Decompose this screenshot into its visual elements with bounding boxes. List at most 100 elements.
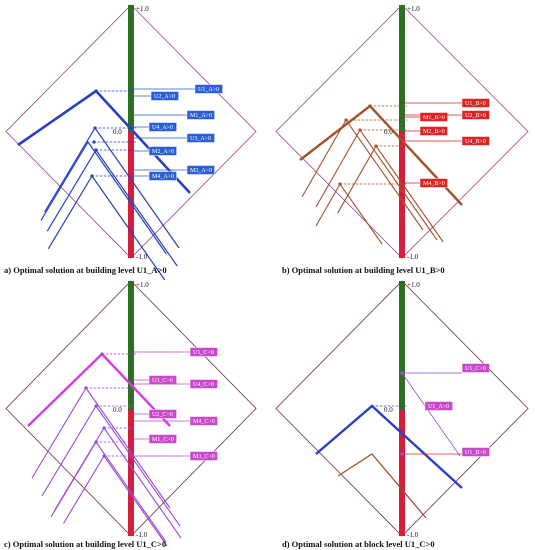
node-dot <box>94 440 98 444</box>
sub-branch <box>337 144 444 243</box>
node-dot <box>94 148 98 152</box>
tag-box <box>419 126 448 136</box>
tag-box <box>189 416 218 426</box>
tag-box <box>189 379 218 389</box>
tag-label: U4_B>0 <box>465 139 486 145</box>
caption-a: a) Optimal solution at building level U1… <box>4 265 167 275</box>
tag-label: M1_B>0 <box>423 115 445 121</box>
tick-mid: 0.0 <box>113 406 122 414</box>
node-dot <box>358 128 362 132</box>
scale-bar-positive <box>399 5 405 132</box>
tag-box <box>186 165 215 175</box>
tag-box <box>148 409 177 419</box>
tick-bottom: -1.0 <box>136 531 148 539</box>
panel-d: +1.0 0.0 -1.0 U1_C>0 U1_A>0 U1_B>0 <box>275 280 529 539</box>
tag-label: U1_B>0 <box>465 101 486 107</box>
scale-bar-positive <box>128 5 134 132</box>
node-dot <box>93 126 97 130</box>
tag-box <box>148 375 177 385</box>
tag-box <box>148 146 177 156</box>
tag-label: U1_C>0 <box>465 366 486 372</box>
tick-mid: 0.0 <box>113 128 122 136</box>
tag-box <box>419 178 448 188</box>
tag-box <box>461 136 490 146</box>
sub-branch <box>40 140 167 255</box>
scale-bar-negative <box>399 132 405 258</box>
panel-b: +1.0 0.0 -1.0 U1_B>0 M1_B>0 U2_B>0 M2_B>0 U4_B>… <box>275 4 529 261</box>
tag-label: U1_A>0 <box>198 87 219 93</box>
link-line <box>401 372 461 457</box>
tag-box <box>424 401 453 411</box>
tag-box <box>419 112 448 122</box>
tag-box <box>186 110 215 120</box>
node-dot <box>102 454 106 458</box>
node-dot <box>344 118 348 122</box>
node-dot <box>368 104 372 108</box>
node-dot <box>400 371 404 375</box>
tick-bottom: -1.0 <box>407 531 419 539</box>
tag-label: U1_A>0 <box>428 404 449 410</box>
tag-label: M1_C>0 <box>152 437 174 443</box>
tick-top: +1.0 <box>136 281 149 289</box>
tag-box <box>461 447 490 457</box>
tag-label: M2_A>0 <box>152 149 174 155</box>
tag-label: U4_A>0 <box>152 125 173 131</box>
tick-top: +1.0 <box>136 5 149 13</box>
sub-branch <box>337 453 427 519</box>
panel-c: +1.0 0.0 -1.0 U1_C>0 U3_C>0 U4_C>0 U2_C>0 M4_C>… <box>5 280 257 547</box>
caption-c: c) Optimal solution at building level U1… <box>4 539 167 549</box>
tag-label: M4_B>0 <box>423 181 445 187</box>
tag-box <box>189 451 218 461</box>
node-dot <box>338 182 342 186</box>
node-dot <box>84 386 88 390</box>
tag-box <box>148 171 177 181</box>
tag-box <box>148 122 177 132</box>
sub-branch <box>46 148 178 267</box>
tag-label: M1_A>0 <box>190 113 212 119</box>
tag-label: U3_A>0 <box>190 136 211 142</box>
tick-bottom: -1.0 <box>407 253 419 261</box>
node-dot <box>374 144 378 148</box>
tick-top: +1.0 <box>407 5 420 13</box>
tag-label: U2_C>0 <box>152 412 173 418</box>
tag-label: U2_B>0 <box>465 113 486 119</box>
tag-box <box>461 110 490 120</box>
tick-mid: 0.0 <box>384 406 393 414</box>
scale-bar-positive <box>399 281 405 410</box>
tag-label: M3_A>0 <box>190 168 212 174</box>
tag-label: M2_B>0 <box>423 129 445 135</box>
node-dot <box>92 140 96 144</box>
node-dot <box>400 452 404 456</box>
tag-label: U1_C>0 <box>193 350 214 356</box>
tag-label: U2_A>0 <box>154 94 175 100</box>
scale-bar-negative <box>128 132 134 258</box>
tag-label: M4_A>0 <box>152 174 174 180</box>
caption-d: d) Optimal solution at block level U1_C>… <box>282 539 435 549</box>
tag-label: U3_C>0 <box>152 378 173 384</box>
tag-label: M4_C>0 <box>193 419 215 425</box>
node-dot <box>94 404 98 408</box>
tag-box <box>150 91 179 101</box>
node-dot <box>100 352 104 356</box>
scale-bar-negative <box>399 410 405 536</box>
node-dot <box>102 426 106 430</box>
tag-label: M3_C>0 <box>193 454 215 460</box>
tag-label: U1_B>0 <box>465 450 486 456</box>
tag-box <box>189 347 218 357</box>
tick-mid: 0.0 <box>384 128 393 136</box>
tick-bottom: -1.0 <box>136 253 148 261</box>
node-dot <box>90 174 94 178</box>
panel-a: +1.0 0.0 -1.0 U1_A>0 U2_A>0 M1_A>0 U4_A>0 U3_A>… <box>5 4 257 281</box>
tag-box <box>461 98 490 108</box>
scale-bar-positive <box>128 281 134 410</box>
tick-top: +1.0 <box>407 281 420 289</box>
node-dot <box>94 89 98 93</box>
tag-box <box>461 363 490 373</box>
tag-label: U4_C>0 <box>193 382 214 388</box>
caption-b: b) Optimal solution at building level U1… <box>282 265 445 275</box>
tag-box <box>186 133 215 143</box>
tag-box <box>148 434 177 444</box>
scale-bar-negative <box>128 410 134 536</box>
tag-box <box>194 84 223 94</box>
